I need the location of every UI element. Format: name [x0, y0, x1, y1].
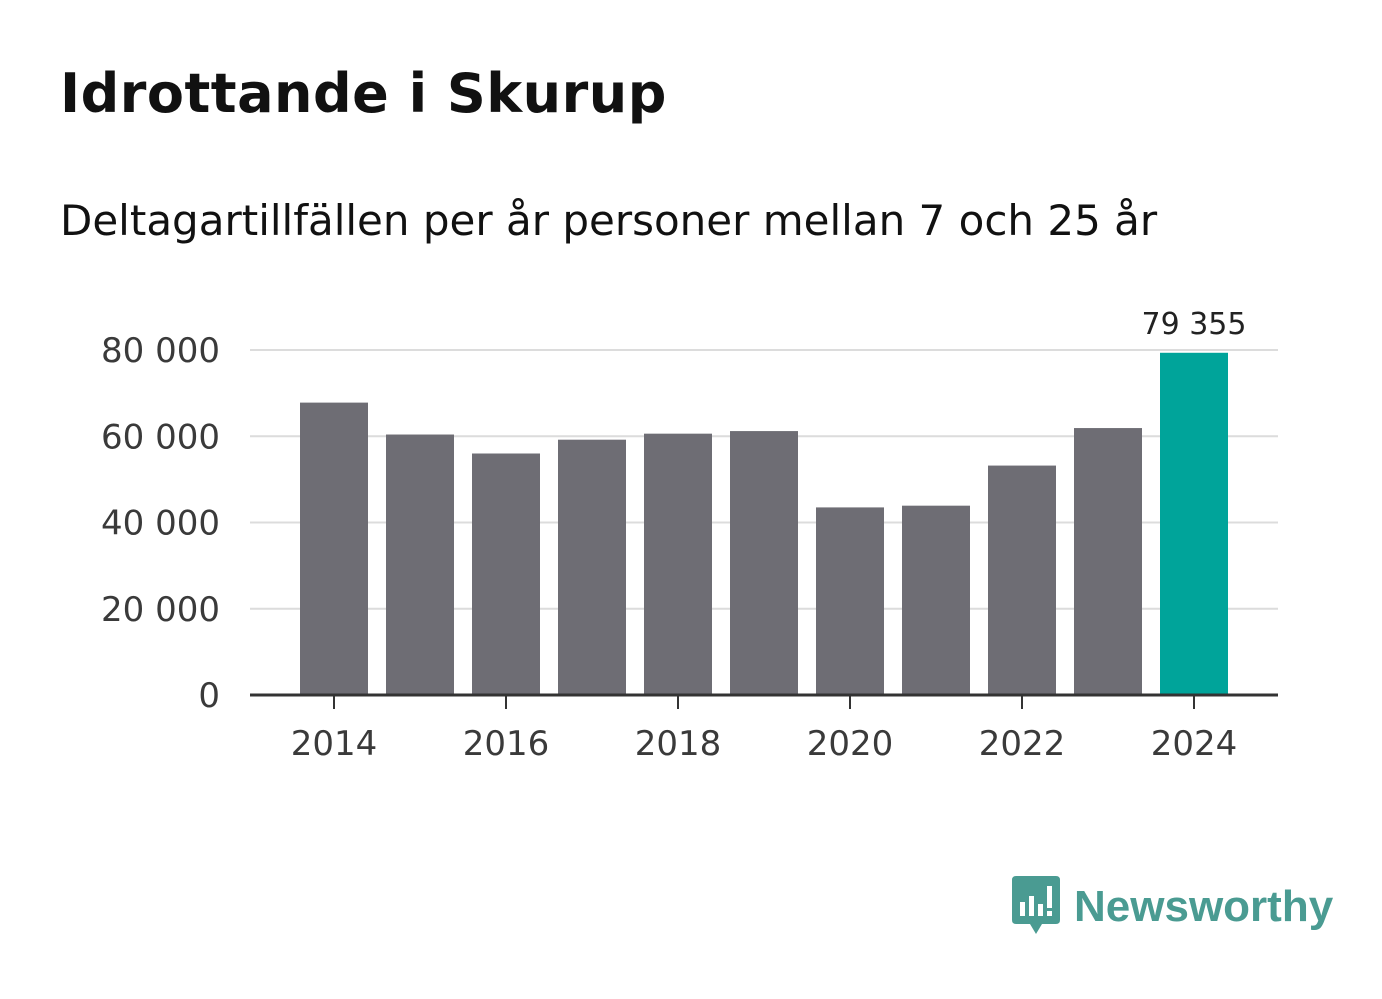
bar-highlight — [1160, 352, 1228, 695]
y-tick-label: 60 000 — [101, 417, 220, 457]
bar — [558, 439, 626, 695]
chart-subtitle: Deltagartillfällen per år personer mella… — [60, 196, 1158, 245]
y-tick-label: 20 000 — [101, 590, 220, 630]
bar — [1074, 428, 1142, 695]
newsworthy-logo: Newsworthy — [1010, 876, 1333, 938]
bar — [472, 453, 540, 695]
axes — [250, 693, 1278, 709]
bar — [300, 402, 368, 695]
labels: 0 20 000 40 000 60 000 80 000 79 355 2014 2016 2… — [101, 307, 1246, 764]
x-tick-label: 2014 — [291, 724, 378, 764]
bar — [644, 433, 712, 695]
chart-title: Idrottande i Skurup — [60, 62, 667, 125]
x-tick-label: 2024 — [1151, 724, 1238, 764]
y-tick-label: 40 000 — [101, 504, 220, 544]
x-tick-label: 2020 — [807, 724, 894, 764]
bar-chart-speech-bubble-icon — [1012, 876, 1060, 934]
x-tick-label: 2016 — [463, 724, 550, 764]
data-label: 79 355 — [1142, 307, 1247, 342]
bar — [988, 465, 1056, 695]
x-tick-label: 2022 — [979, 724, 1066, 764]
y-tick-label: 80 000 — [101, 331, 220, 371]
bars — [300, 352, 1228, 695]
y-tick-label: 0 — [198, 676, 220, 716]
bar-chart: 0 20 000 40 000 60 000 80 000 79 355 2014 2016 2… — [101, 307, 1278, 764]
bar — [816, 507, 884, 695]
bar — [730, 431, 798, 695]
bar — [386, 434, 454, 695]
x-tick-label: 2018 — [635, 724, 722, 764]
brand-name: Newsworthy — [1074, 882, 1334, 931]
bar — [902, 505, 970, 695]
